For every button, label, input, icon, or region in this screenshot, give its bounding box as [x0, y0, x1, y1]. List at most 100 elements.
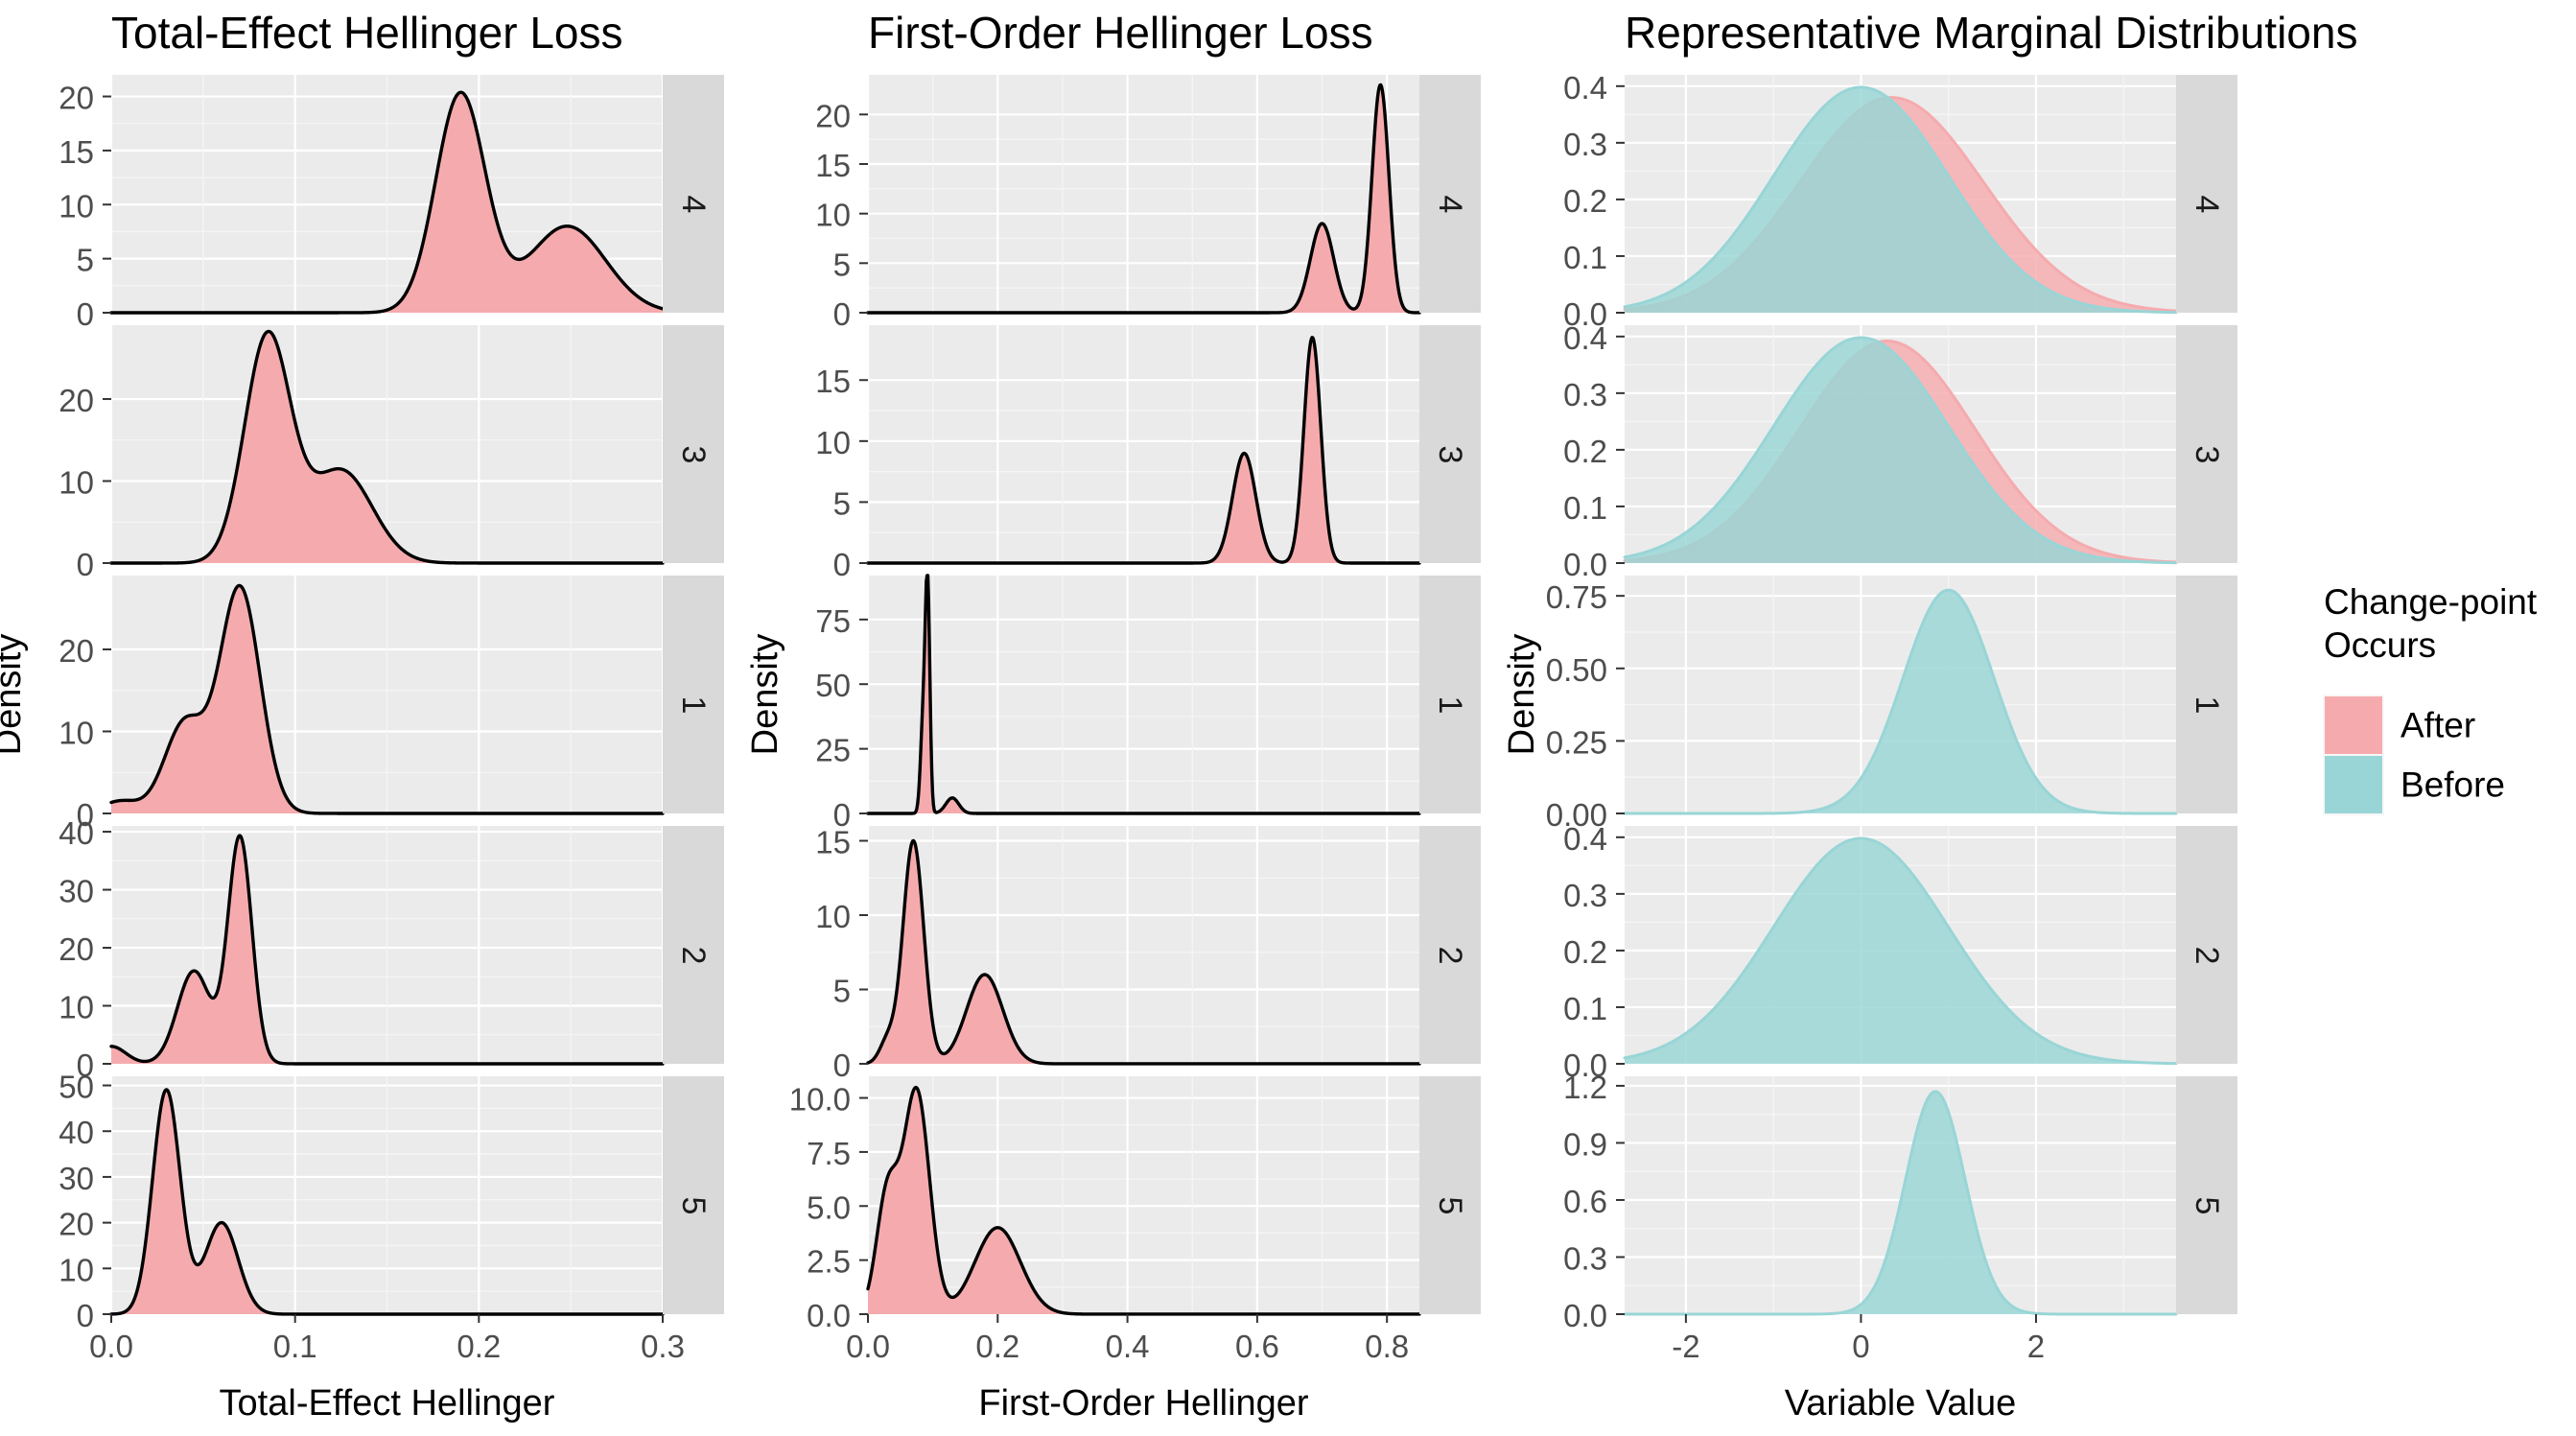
svg-text:First-Order Hellinger Loss: First-Order Hellinger Loss	[868, 8, 1373, 58]
svg-text:0.3: 0.3	[1563, 377, 1607, 412]
svg-text:40: 40	[59, 815, 94, 851]
svg-text:5: 5	[1432, 1197, 1468, 1215]
svg-text:0.2: 0.2	[1563, 183, 1607, 219]
svg-text:5.0: 5.0	[807, 1189, 851, 1225]
svg-text:15: 15	[59, 134, 94, 170]
svg-text:Density: Density	[0, 634, 29, 756]
svg-text:10: 10	[59, 990, 94, 1025]
svg-text:Representative Marginal Distri: Representative Marginal Distributions	[1625, 8, 2357, 58]
svg-text:2: 2	[2027, 1329, 2045, 1364]
svg-text:30: 30	[59, 874, 94, 909]
svg-text:Occurs: Occurs	[2324, 625, 2436, 665]
svg-text:0.2: 0.2	[1563, 934, 1607, 970]
svg-text:0.0: 0.0	[1563, 547, 1607, 582]
svg-text:25: 25	[815, 733, 851, 768]
svg-text:5: 5	[77, 243, 94, 278]
svg-text:Change-point: Change-point	[2324, 582, 2538, 622]
svg-text:First-Order Hellinger: First-Order Hellinger	[978, 1383, 1309, 1424]
svg-text:Total-Effect Hellinger: Total-Effect Hellinger	[220, 1383, 555, 1424]
svg-text:0.3: 0.3	[1563, 878, 1607, 913]
svg-text:2: 2	[2189, 947, 2225, 965]
svg-text:Total-Effect Hellinger Loss: Total-Effect Hellinger Loss	[111, 8, 623, 58]
svg-text:0.0: 0.0	[1563, 1298, 1607, 1333]
svg-text:0: 0	[833, 296, 851, 332]
svg-text:2: 2	[1432, 947, 1468, 965]
svg-text:15: 15	[815, 148, 851, 183]
svg-text:4: 4	[2189, 196, 2225, 214]
svg-text:30: 30	[59, 1161, 94, 1196]
svg-text:20: 20	[59, 633, 94, 669]
svg-text:Density: Density	[1502, 634, 1542, 756]
svg-text:-2: -2	[1672, 1329, 1699, 1364]
svg-text:0.0: 0.0	[89, 1329, 133, 1364]
svg-text:10: 10	[59, 464, 94, 500]
svg-text:10.0: 10.0	[789, 1082, 851, 1118]
svg-text:15: 15	[815, 364, 851, 399]
svg-text:4: 4	[1432, 196, 1468, 214]
svg-text:0.4: 0.4	[1563, 821, 1607, 857]
svg-text:40: 40	[59, 1115, 94, 1150]
svg-text:5: 5	[675, 1197, 712, 1215]
svg-text:15: 15	[815, 825, 851, 860]
svg-text:50: 50	[59, 1070, 94, 1105]
svg-text:5: 5	[833, 247, 851, 282]
svg-text:3: 3	[675, 446, 712, 464]
svg-text:20: 20	[59, 383, 94, 418]
svg-text:0.2: 0.2	[1563, 434, 1607, 469]
svg-text:0.1: 0.1	[1563, 490, 1607, 526]
svg-text:After: After	[2400, 705, 2475, 744]
svg-text:10: 10	[815, 198, 851, 233]
svg-text:0: 0	[833, 1048, 851, 1083]
svg-text:20: 20	[815, 98, 851, 133]
svg-text:5: 5	[833, 485, 851, 521]
svg-text:2.5: 2.5	[807, 1244, 851, 1280]
svg-text:0.9: 0.9	[1563, 1126, 1607, 1162]
svg-text:0.3: 0.3	[641, 1329, 685, 1364]
svg-text:1: 1	[675, 696, 712, 715]
svg-text:0: 0	[1852, 1329, 1869, 1364]
svg-text:0.1: 0.1	[1563, 240, 1607, 275]
svg-text:5: 5	[833, 974, 851, 1009]
svg-text:0.4: 0.4	[1563, 70, 1607, 106]
svg-text:0.1: 0.1	[273, 1329, 317, 1364]
svg-text:75: 75	[815, 603, 851, 639]
svg-text:0.4: 0.4	[1106, 1329, 1150, 1364]
svg-text:0.8: 0.8	[1365, 1329, 1409, 1364]
svg-text:0.50: 0.50	[1546, 652, 1607, 688]
svg-text:0.3: 0.3	[1563, 127, 1607, 162]
svg-text:3: 3	[1432, 446, 1468, 464]
svg-text:50: 50	[815, 668, 851, 703]
svg-text:Before: Before	[2400, 765, 2505, 804]
svg-text:5: 5	[2189, 1197, 2225, 1215]
svg-text:0.6: 0.6	[1235, 1329, 1279, 1364]
svg-text:4: 4	[675, 196, 712, 214]
svg-text:20: 20	[59, 931, 94, 967]
svg-text:20: 20	[59, 81, 94, 116]
svg-text:0: 0	[77, 547, 94, 582]
svg-text:0: 0	[77, 296, 94, 332]
svg-text:0.25: 0.25	[1546, 724, 1607, 760]
svg-text:10: 10	[59, 1252, 94, 1287]
svg-text:2: 2	[675, 947, 712, 965]
svg-text:0.2: 0.2	[457, 1329, 501, 1364]
svg-text:Variable Value: Variable Value	[1785, 1383, 2017, 1424]
svg-text:Density: Density	[745, 634, 785, 756]
svg-text:1: 1	[2189, 696, 2225, 715]
svg-text:0.0: 0.0	[846, 1329, 890, 1364]
svg-text:0.3: 0.3	[1563, 1240, 1607, 1276]
svg-text:10: 10	[815, 899, 851, 934]
svg-text:0.6: 0.6	[1563, 1184, 1607, 1219]
svg-text:0.1: 0.1	[1563, 991, 1607, 1026]
svg-text:1.2: 1.2	[1563, 1070, 1607, 1105]
svg-text:20: 20	[59, 1207, 94, 1242]
svg-text:0: 0	[833, 547, 851, 582]
svg-text:10: 10	[59, 715, 94, 750]
svg-text:0.4: 0.4	[1563, 320, 1607, 356]
svg-text:10: 10	[59, 188, 94, 224]
svg-text:7.5: 7.5	[807, 1136, 851, 1171]
svg-text:0.0: 0.0	[807, 1298, 851, 1333]
svg-text:10: 10	[815, 425, 851, 460]
svg-text:3: 3	[2189, 446, 2225, 464]
svg-text:0.75: 0.75	[1546, 579, 1607, 615]
svg-text:0.2: 0.2	[975, 1329, 1019, 1364]
